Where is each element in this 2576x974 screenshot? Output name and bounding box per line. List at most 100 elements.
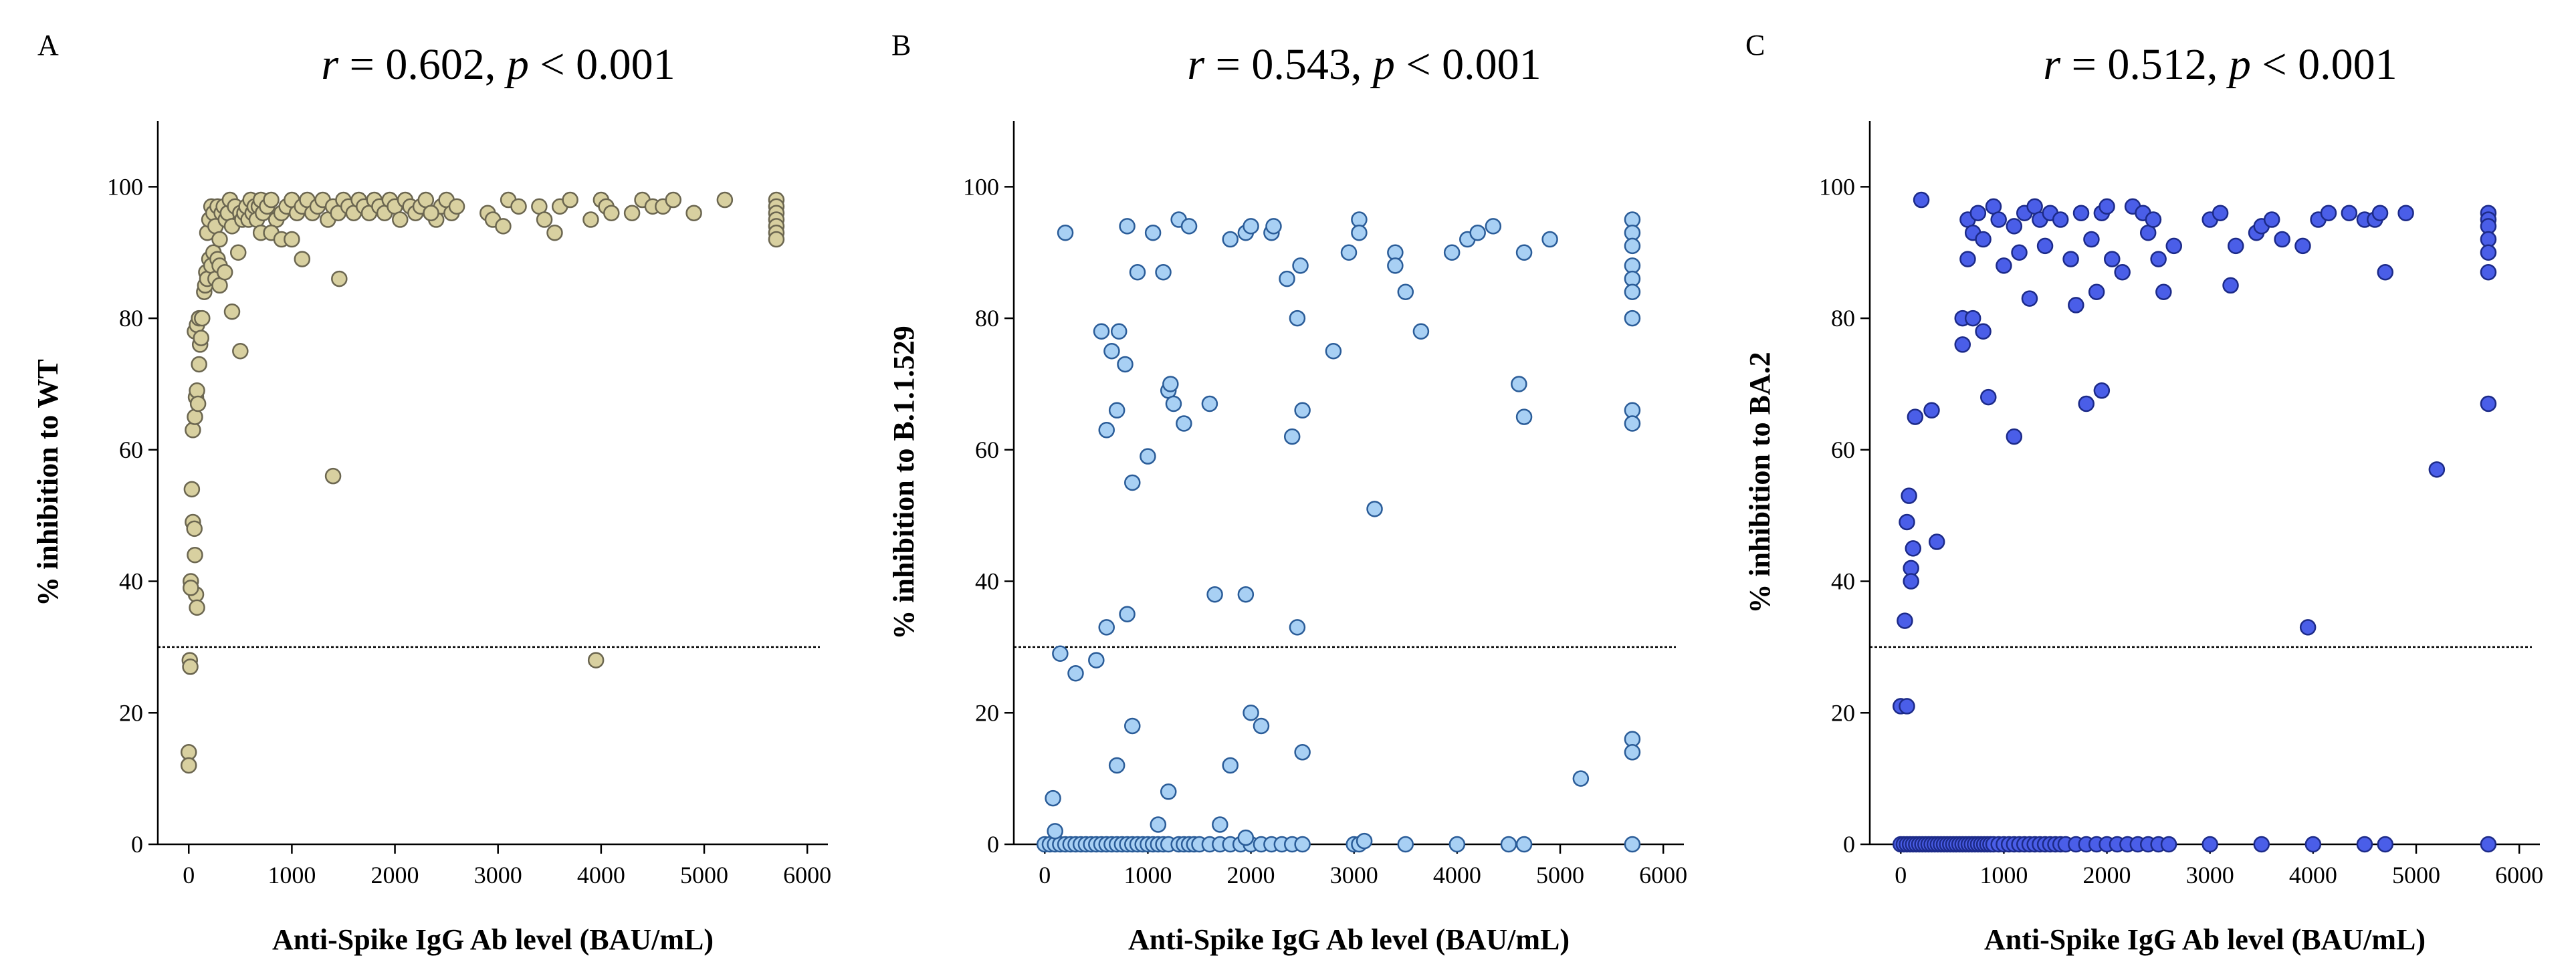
data-point [1905,540,1921,557]
data-point [1500,836,1517,853]
data-point [1103,343,1120,360]
data-point [1243,218,1259,235]
data-point [2202,836,2218,853]
x-axis-label: Anti-Spike IgG Ab level (BAU/mL) [1128,923,1570,956]
data-point [1325,343,1342,360]
data-point [1108,757,1125,774]
data-point [1212,816,1228,833]
x-tick-label: 5000 [1536,862,1584,888]
data-point [2062,251,2079,267]
data-point [1624,310,1641,327]
data-point [685,205,702,221]
correlation-annotation: r = 0.543, p < 0.001 [1187,40,1541,89]
data-point [1990,211,2007,228]
data-point [1975,231,1992,248]
x-tick-label: 5000 [2392,862,2440,888]
data-point [223,303,241,320]
data-point [1294,836,1311,853]
data-point [1237,829,1255,846]
data-point [232,343,249,360]
data-point [189,599,205,616]
x-tick-label: 4000 [1433,862,1481,888]
y-tick-label: 40 [119,568,143,595]
data-point [1515,408,1533,425]
data-point [2222,277,2239,294]
data-point [1150,816,1167,833]
data-point [562,191,578,209]
data-point [1469,224,1486,241]
correlation-annotation: r = 0.512, p < 0.001 [2043,40,2397,89]
data-point [1515,836,1533,853]
x-axis-label: Anti-Spike IgG Ab level (BAU/mL) [272,923,714,956]
data-point [768,231,785,248]
x-tick-label: 0 [1039,862,1051,888]
data-point [1265,218,1282,235]
data-point [1140,448,1156,465]
data-point [1165,395,1182,412]
data-point [1222,757,1239,774]
data-point [1155,263,1172,281]
data-point [1119,606,1136,622]
data-point [2160,836,2177,853]
data-point [2104,251,2121,267]
data-point [1117,356,1134,373]
data-point [1098,619,1115,636]
data-point [1119,218,1136,235]
data-point [2006,428,2023,445]
data-point [2299,619,2317,636]
data-point [187,408,203,425]
data-point [2011,244,2028,261]
data-point [2150,251,2167,267]
y-tick-label: 40 [975,568,999,595]
x-tick-label: 6000 [783,862,831,888]
data-point [216,263,233,281]
data-point [1093,323,1110,340]
data-point [2036,237,2054,255]
data-point [1412,323,1430,340]
data-point [2052,211,2069,228]
data-point [582,211,599,228]
data-point [189,395,207,412]
x-tick-label: 3000 [2186,862,2234,888]
data-point [1959,251,1976,267]
data-point [546,224,563,241]
data-point [1067,665,1084,682]
data-point [2377,836,2394,853]
data-point [2480,244,2497,261]
data-point [1052,645,1069,662]
data-point [1356,832,1373,850]
data-point [2294,237,2311,255]
data-point [1045,789,1061,807]
data-point [1996,257,2012,274]
data-point [1222,231,1239,248]
y-tick-label: 40 [1831,568,1855,595]
y-tick-label: 60 [119,437,143,463]
data-point [2006,218,2023,235]
data-point [2078,395,2095,412]
data-point [1624,836,1641,853]
data-point [1294,402,1311,419]
data-point [1954,336,1971,353]
data-point [1572,770,1590,787]
data-point [2165,237,2183,255]
data-point [603,205,620,221]
data-point [1110,323,1128,340]
data-point [1624,744,1641,761]
data-point [1292,257,1309,274]
data-point [1366,501,1383,517]
data-point [716,191,734,209]
data-point [1237,586,1255,603]
data-point [1897,612,1913,629]
data-point [1397,836,1414,853]
y-tick-label: 60 [975,437,999,463]
x-tick-label: 0 [1895,862,1907,888]
data-point [1397,283,1414,300]
data-point [2341,205,2358,221]
x-tick-label: 1000 [1123,862,1172,888]
data-point [1351,224,1368,241]
data-point [1923,402,1940,419]
x-tick-label: 3000 [474,862,522,888]
data-point [392,211,409,228]
